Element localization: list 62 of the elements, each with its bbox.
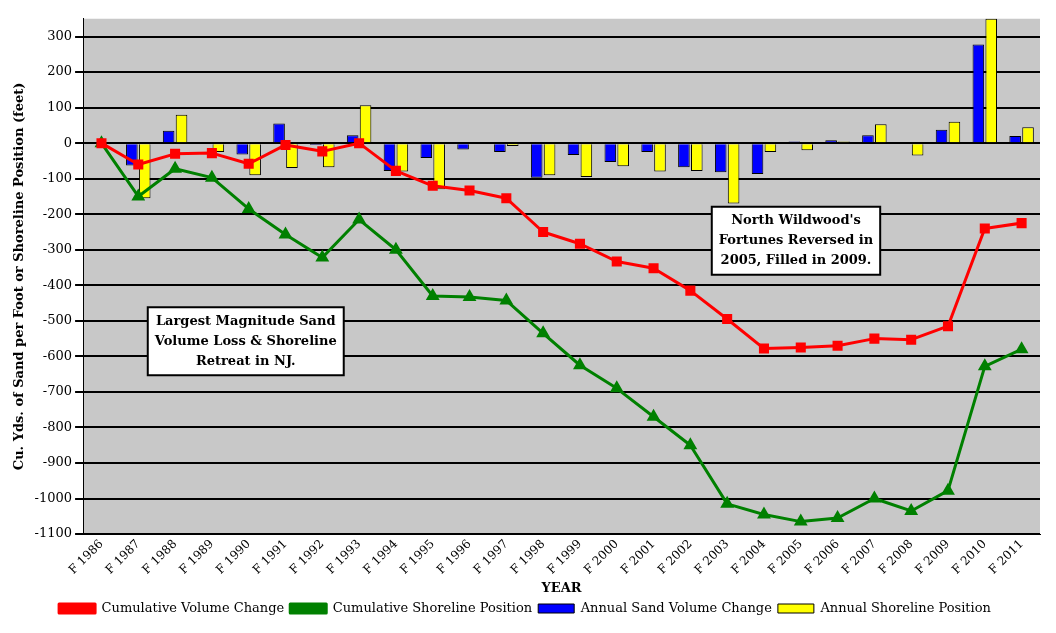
- y-tick-label: 100: [47, 99, 73, 115]
- y-tick-label: -1000: [34, 489, 73, 505]
- point: [501, 193, 512, 204]
- point: [905, 504, 918, 515]
- point: [280, 139, 291, 150]
- y-tick-label: 300: [47, 27, 73, 43]
- y-tick-label: -200: [42, 205, 73, 221]
- y-tick-label: 0: [63, 134, 73, 150]
- point: [722, 314, 733, 325]
- point: [795, 342, 806, 353]
- point: [685, 285, 696, 296]
- point: [906, 334, 917, 345]
- y-axis-title: Cu. Yds. of Sand per Foot or Shoreline Position (feet): [11, 82, 27, 471]
- point: [648, 263, 659, 274]
- y-tick-label: -100: [42, 170, 73, 186]
- point: [242, 202, 255, 213]
- legend-label: Cumulative Volume Change: [101, 599, 285, 615]
- point: [132, 189, 145, 201]
- y-tick-label: -300: [42, 241, 73, 257]
- point: [942, 484, 954, 495]
- point: [463, 290, 476, 302]
- x-axis-title: YEAR: [540, 579, 582, 595]
- point: [574, 358, 586, 370]
- annotation: Largest Magnitude Sand Volume Loss & Shoreline Retreat in NJ.: [153, 312, 337, 368]
- point: [978, 359, 991, 371]
- point: [170, 148, 181, 159]
- y-tick-label: -500: [42, 312, 73, 328]
- point: [831, 511, 844, 523]
- point: [684, 438, 697, 450]
- legend-label: Cumulative Shoreline Position: [332, 599, 533, 615]
- y-tick-label: -900: [42, 454, 73, 470]
- legend-label: Annual Sand Volume Change: [579, 599, 773, 615]
- point: [574, 238, 585, 249]
- point: [942, 321, 954, 332]
- y-tick-label: -800: [42, 418, 73, 434]
- point: [317, 146, 328, 157]
- point: [610, 381, 623, 393]
- point: [979, 223, 990, 234]
- y-tick-label: -700: [42, 383, 73, 399]
- point: [832, 340, 843, 351]
- y-tick-label: -600: [42, 347, 73, 363]
- point: [611, 256, 622, 267]
- point: [133, 159, 144, 170]
- point: [869, 333, 880, 344]
- point: [206, 148, 217, 159]
- annotation: North Wildwood's Fortunes Reversed in 2005, Filled in 2009.: [718, 212, 874, 268]
- point: [390, 165, 401, 176]
- y-tick-label: 200: [47, 63, 73, 79]
- point: [1016, 218, 1027, 229]
- y-tick-label: -1100: [34, 525, 73, 541]
- point: [426, 289, 439, 300]
- point: [464, 185, 475, 196]
- point: [279, 227, 292, 239]
- point: [1015, 342, 1028, 354]
- legend-label: Annual Shoreline Position: [819, 599, 992, 615]
- point: [243, 158, 254, 169]
- point: [537, 326, 549, 338]
- point: [758, 343, 769, 354]
- y-tick-label: -400: [42, 276, 73, 292]
- point: [427, 180, 438, 191]
- point: [538, 226, 549, 238]
- point: [354, 138, 365, 149]
